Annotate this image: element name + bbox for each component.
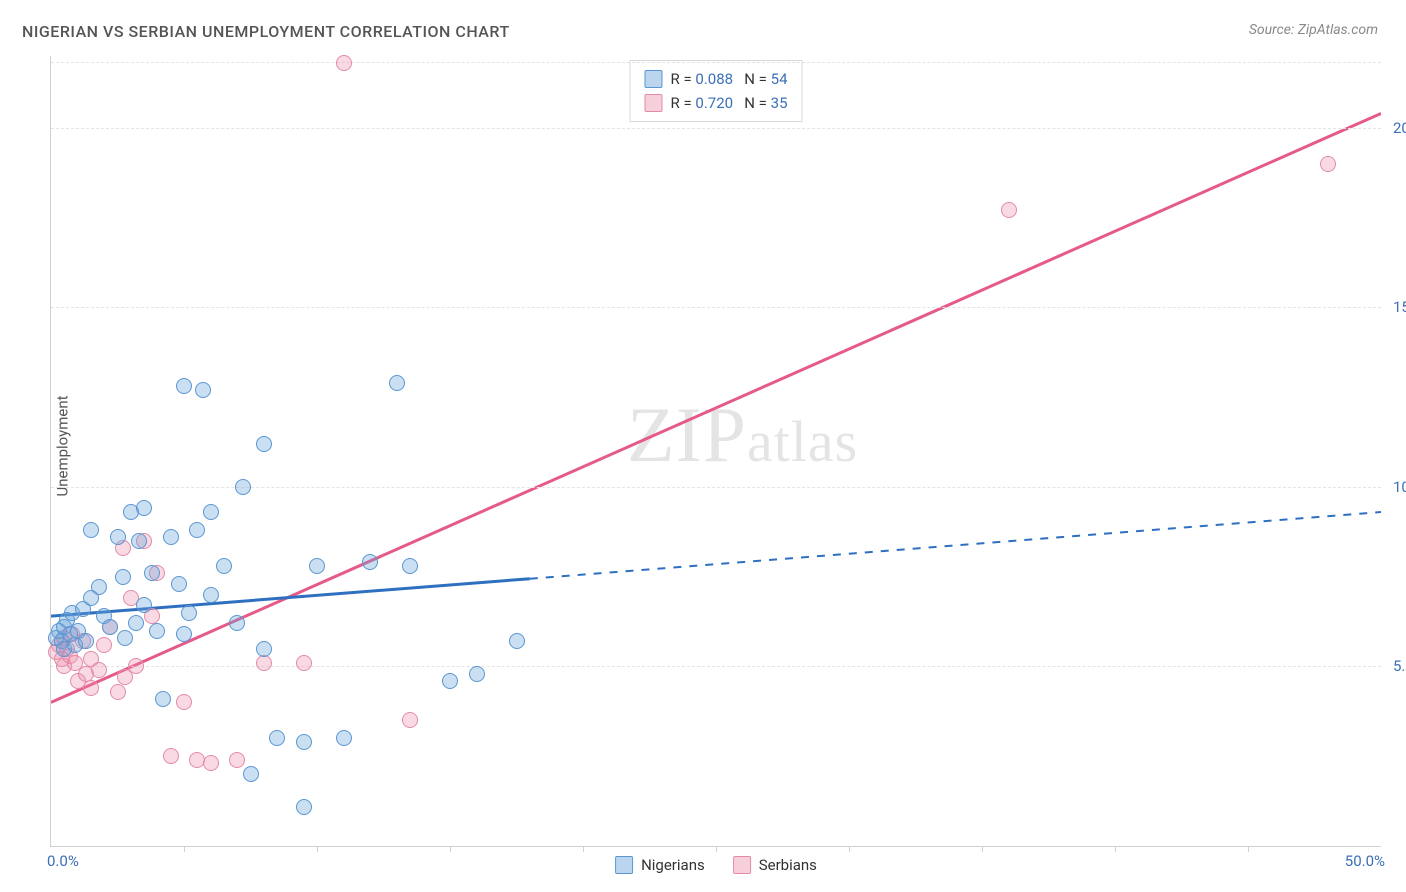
correlation-legend: R = 0.088 N = 54R = 0.720 N = 35	[629, 60, 802, 122]
x-tick-mark	[982, 846, 983, 852]
series-legend: Nigerians Serbians	[601, 856, 831, 874]
data-point	[115, 569, 131, 585]
data-point	[171, 576, 187, 592]
y-tick-label: 15.0%	[1385, 298, 1406, 316]
trend-lines	[51, 56, 1381, 846]
data-point	[163, 529, 179, 545]
data-point	[362, 554, 378, 570]
data-point	[110, 529, 126, 545]
x-tick-mark	[317, 846, 318, 852]
legend-swatch	[644, 70, 662, 88]
data-point	[136, 500, 152, 516]
grid-line	[51, 62, 1381, 63]
data-point	[102, 619, 118, 635]
data-point	[136, 597, 152, 613]
x-tick-mark	[1248, 846, 1249, 852]
x-tick-mark	[849, 846, 850, 852]
data-point	[1001, 202, 1017, 218]
grid-line	[51, 128, 1381, 129]
data-point	[402, 712, 418, 728]
data-point	[195, 382, 211, 398]
data-point	[155, 691, 171, 707]
data-point	[128, 658, 144, 674]
data-point	[149, 623, 165, 639]
legend-swatch	[644, 94, 662, 112]
y-tick-label: 10.0%	[1385, 478, 1406, 496]
scatter-plot: ZIPatlas R = 0.088 N = 54R = 0.720 N = 3…	[50, 56, 1381, 847]
data-point	[296, 655, 312, 671]
data-point	[131, 533, 147, 549]
x-tick-mark	[184, 846, 185, 852]
data-point	[469, 666, 485, 682]
grid-line	[51, 307, 1381, 308]
data-point	[96, 637, 112, 653]
x-tick-mark	[716, 846, 717, 852]
data-point	[243, 766, 259, 782]
data-point	[203, 504, 219, 520]
data-point	[402, 558, 418, 574]
data-point	[296, 734, 312, 750]
legend-swatch	[733, 856, 751, 874]
grid-line	[51, 666, 1381, 667]
data-point	[309, 558, 325, 574]
data-point	[176, 694, 192, 710]
data-point	[296, 799, 312, 815]
chart-title: NIGERIAN VS SERBIAN UNEMPLOYMENT CORRELA…	[22, 22, 510, 41]
data-point	[176, 626, 192, 642]
data-point	[442, 673, 458, 689]
legend-swatch	[615, 856, 633, 874]
data-point	[110, 684, 126, 700]
data-point	[91, 662, 107, 678]
data-point	[144, 565, 160, 581]
data-point	[1320, 156, 1336, 172]
data-point	[203, 587, 219, 603]
data-point	[128, 615, 144, 631]
data-point	[389, 375, 405, 391]
legend-item: Nigerians	[615, 856, 705, 874]
data-point	[269, 730, 285, 746]
data-point	[256, 655, 272, 671]
x-tick-end: 50.0%	[1345, 852, 1385, 870]
data-point	[509, 633, 525, 649]
x-tick-mark	[450, 846, 451, 852]
y-tick-label: 5.0%	[1385, 657, 1406, 675]
x-tick-origin: 0.0%	[47, 852, 79, 870]
legend-row: R = 0.088 N = 54	[644, 67, 787, 91]
data-point	[117, 630, 133, 646]
data-point	[229, 615, 245, 631]
data-point	[163, 748, 179, 764]
legend-item: Serbians	[733, 856, 817, 874]
data-point	[203, 755, 219, 771]
y-tick-label: 20.0%	[1385, 119, 1406, 137]
data-point	[78, 633, 94, 649]
x-tick-mark	[583, 846, 584, 852]
data-point	[181, 605, 197, 621]
legend-row: R = 0.720 N = 35	[644, 91, 787, 115]
data-point	[256, 641, 272, 657]
data-point	[83, 680, 99, 696]
source-label: Source: ZipAtlas.com	[1249, 22, 1378, 38]
data-point	[235, 479, 251, 495]
data-point	[229, 752, 245, 768]
x-tick-mark	[1115, 846, 1116, 852]
data-point	[176, 378, 192, 394]
data-point	[91, 579, 107, 595]
watermark-text: ZIPatlas	[627, 390, 858, 480]
data-point	[216, 558, 232, 574]
data-point	[336, 55, 352, 71]
data-point	[336, 730, 352, 746]
data-point	[189, 522, 205, 538]
data-point	[256, 436, 272, 452]
data-point	[83, 522, 99, 538]
